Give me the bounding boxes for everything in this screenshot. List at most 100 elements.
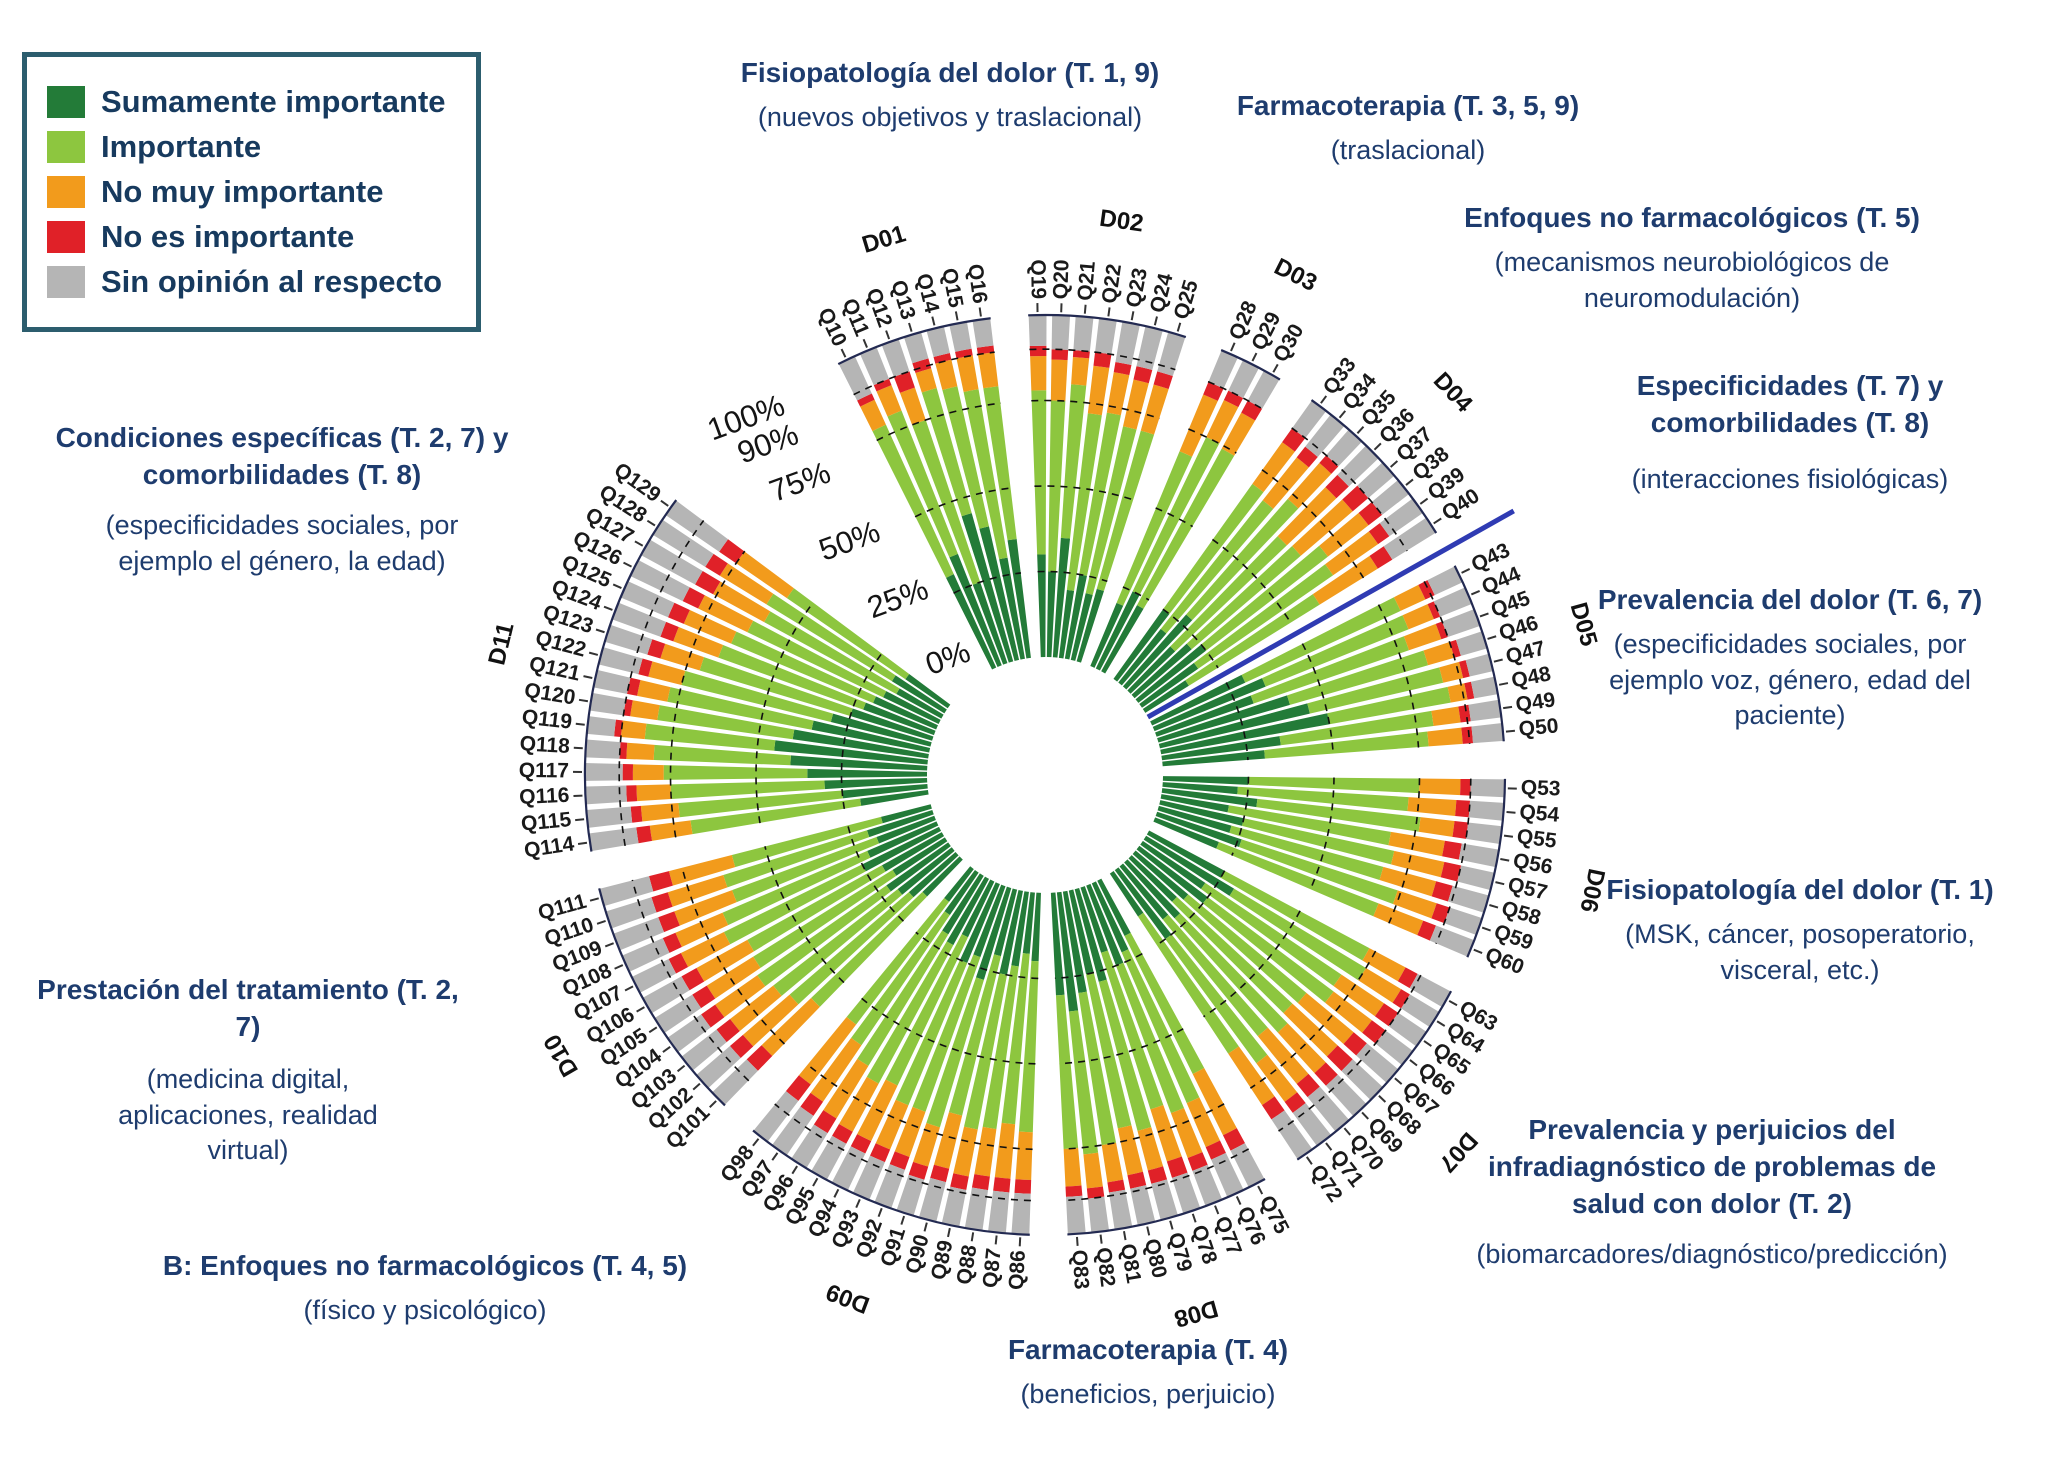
annotation-title: Prestación del tratamiento (T. 2, 7) [37, 974, 459, 1042]
gridline-75pct [1388, 778, 1421, 924]
bar-segment-Q94 [885, 934, 968, 1086]
outer-rim-D03 [1220, 349, 1281, 381]
gridline-25pct [1231, 776, 1250, 856]
bar-segment-Q20 [1051, 315, 1071, 350]
bar-segment-Q13 [903, 332, 929, 364]
bar-segment-Q54 [1455, 799, 1471, 818]
bar-segment-Q15 [999, 557, 1025, 660]
question-tick [1320, 395, 1328, 404]
bar-segment-Q126 [883, 691, 941, 724]
legend-label: Importante [101, 129, 262, 164]
bar-segment-Q104 [886, 842, 951, 892]
bar-segment-Q33 [1252, 442, 1295, 493]
bar-segment-Q119 [586, 716, 616, 737]
bar-segment-Q125 [731, 631, 876, 704]
bar-segment-Q24 [1136, 326, 1163, 371]
bar-segment-Q76 [1091, 881, 1129, 953]
bar-segment-Q118 [619, 742, 628, 759]
bar-segment-Q120 [792, 729, 929, 759]
bar-segment-Q111 [649, 871, 673, 892]
bar-segment-Q111 [599, 876, 654, 907]
bar-segment-Q63 [1220, 870, 1370, 961]
bar-segment-Q104 [715, 975, 766, 1018]
bar-segment-Q58 [1157, 805, 1232, 833]
bar-segment-Q44 [1152, 678, 1266, 732]
gridline-50pct [1155, 507, 1194, 528]
question-label-Q81: Q81 [1116, 1242, 1145, 1285]
outer-rim-D01 [837, 317, 991, 366]
bar-segment-Q77 [1170, 1107, 1203, 1158]
legend-swatch-importante [47, 131, 85, 163]
bar-segment-Q29 [1132, 436, 1220, 595]
bar-segment-Q54 [1162, 782, 1238, 795]
bar-segment-Q67 [1297, 992, 1354, 1045]
question-tick [1123, 1231, 1127, 1241]
bar-segment-Q78 [1080, 886, 1108, 953]
question-tick [1214, 1205, 1220, 1215]
bar-segment-Q12 [893, 371, 915, 393]
bar-segment-Q118 [790, 755, 928, 771]
bar-segment-Q78 [1150, 1104, 1182, 1162]
question-tick [1076, 1236, 1079, 1246]
bar-segment-Q25 [1076, 588, 1104, 663]
question-tick [595, 628, 605, 634]
question-tick [1153, 316, 1158, 326]
bar-segment-Q35 [1122, 614, 1193, 690]
gridline-90pct [1065, 1148, 1250, 1202]
bar-segment-Q53 [1460, 778, 1471, 796]
bar-segment-Q54 [1237, 786, 1409, 812]
annotation-d01: Fisiopatología del dolor (T. 1, 9) (nuev… [620, 55, 1280, 136]
question-tick [954, 311, 959, 321]
question-tick [1305, 1156, 1313, 1165]
bar-segment-Q47 [1465, 653, 1494, 677]
annotation-subtitle: (medicina digital, aplicaciones, realida… [118, 1063, 378, 1166]
bar-segment-Q16 [972, 318, 994, 348]
bar-segment-Q10 [838, 356, 872, 401]
bar-segment-Q54 [1468, 800, 1505, 821]
bar-segment-Q129 [905, 673, 951, 709]
bar-segment-Q71 [1165, 934, 1268, 1064]
bar-segment-Q19 [1030, 356, 1047, 391]
gridline-75pct [1261, 469, 1365, 579]
bar-segment-Q121 [637, 680, 671, 702]
bar-segment-Q38 [1201, 545, 1328, 651]
bar-segment-Q121 [593, 669, 631, 694]
question-tick [900, 1215, 906, 1225]
bar-segment-Q65 [1388, 1012, 1427, 1047]
bar-segment-Q28 [1179, 394, 1218, 457]
bar-segment-Q122 [598, 647, 643, 675]
bar-segment-Q29 [1206, 399, 1239, 444]
question-tick [1495, 881, 1505, 886]
question-tick [791, 1165, 798, 1175]
bar-segment-Q30 [1247, 370, 1280, 409]
question-tick [588, 651, 599, 656]
bar-segment-Q20 [1048, 400, 1066, 572]
question-tick [1473, 948, 1483, 955]
bar-segment-Q22 [1095, 318, 1117, 355]
bar-segment-Q77 [1187, 1152, 1208, 1171]
bar-segment-Q89 [941, 1186, 967, 1227]
annotation-d06: Fisiopatología del dolor (T. 1) (MSK, cá… [1575, 872, 2025, 988]
question-label-Q16: Q16 [963, 263, 991, 306]
bar-segment-Q117 [807, 768, 928, 779]
bar-segment-Q53 [1248, 776, 1420, 794]
question-tick [1099, 1234, 1103, 1244]
bar-segment-Q83 [1063, 1148, 1082, 1187]
bar-segment-Q93 [959, 882, 1000, 964]
outer-rim-D08 [1067, 1178, 1266, 1236]
annotation-subtitle: (especificidades sociales, por ejemplo v… [1609, 628, 1971, 731]
bar-segment-Q48 [1327, 686, 1451, 725]
bar-segment-Q76 [1211, 1152, 1244, 1198]
bar-segment-Q28 [1116, 451, 1193, 606]
bar-segment-Q124 [660, 621, 679, 642]
question-label-Q21: Q21 [1074, 260, 1100, 302]
bar-segment-Q75 [1230, 1143, 1265, 1188]
domain-label-D10: D10 [538, 1030, 583, 1082]
gridline-75pct [669, 550, 746, 838]
bar-segment-Q129 [665, 500, 729, 552]
bar-segment-Q38 [1135, 644, 1207, 703]
legend-item: Sumamente importante [47, 84, 446, 120]
bar-segment-Q80 [1127, 1171, 1147, 1189]
bar-segment-Q110 [866, 810, 934, 838]
bar-segment-Q57 [1440, 861, 1462, 882]
